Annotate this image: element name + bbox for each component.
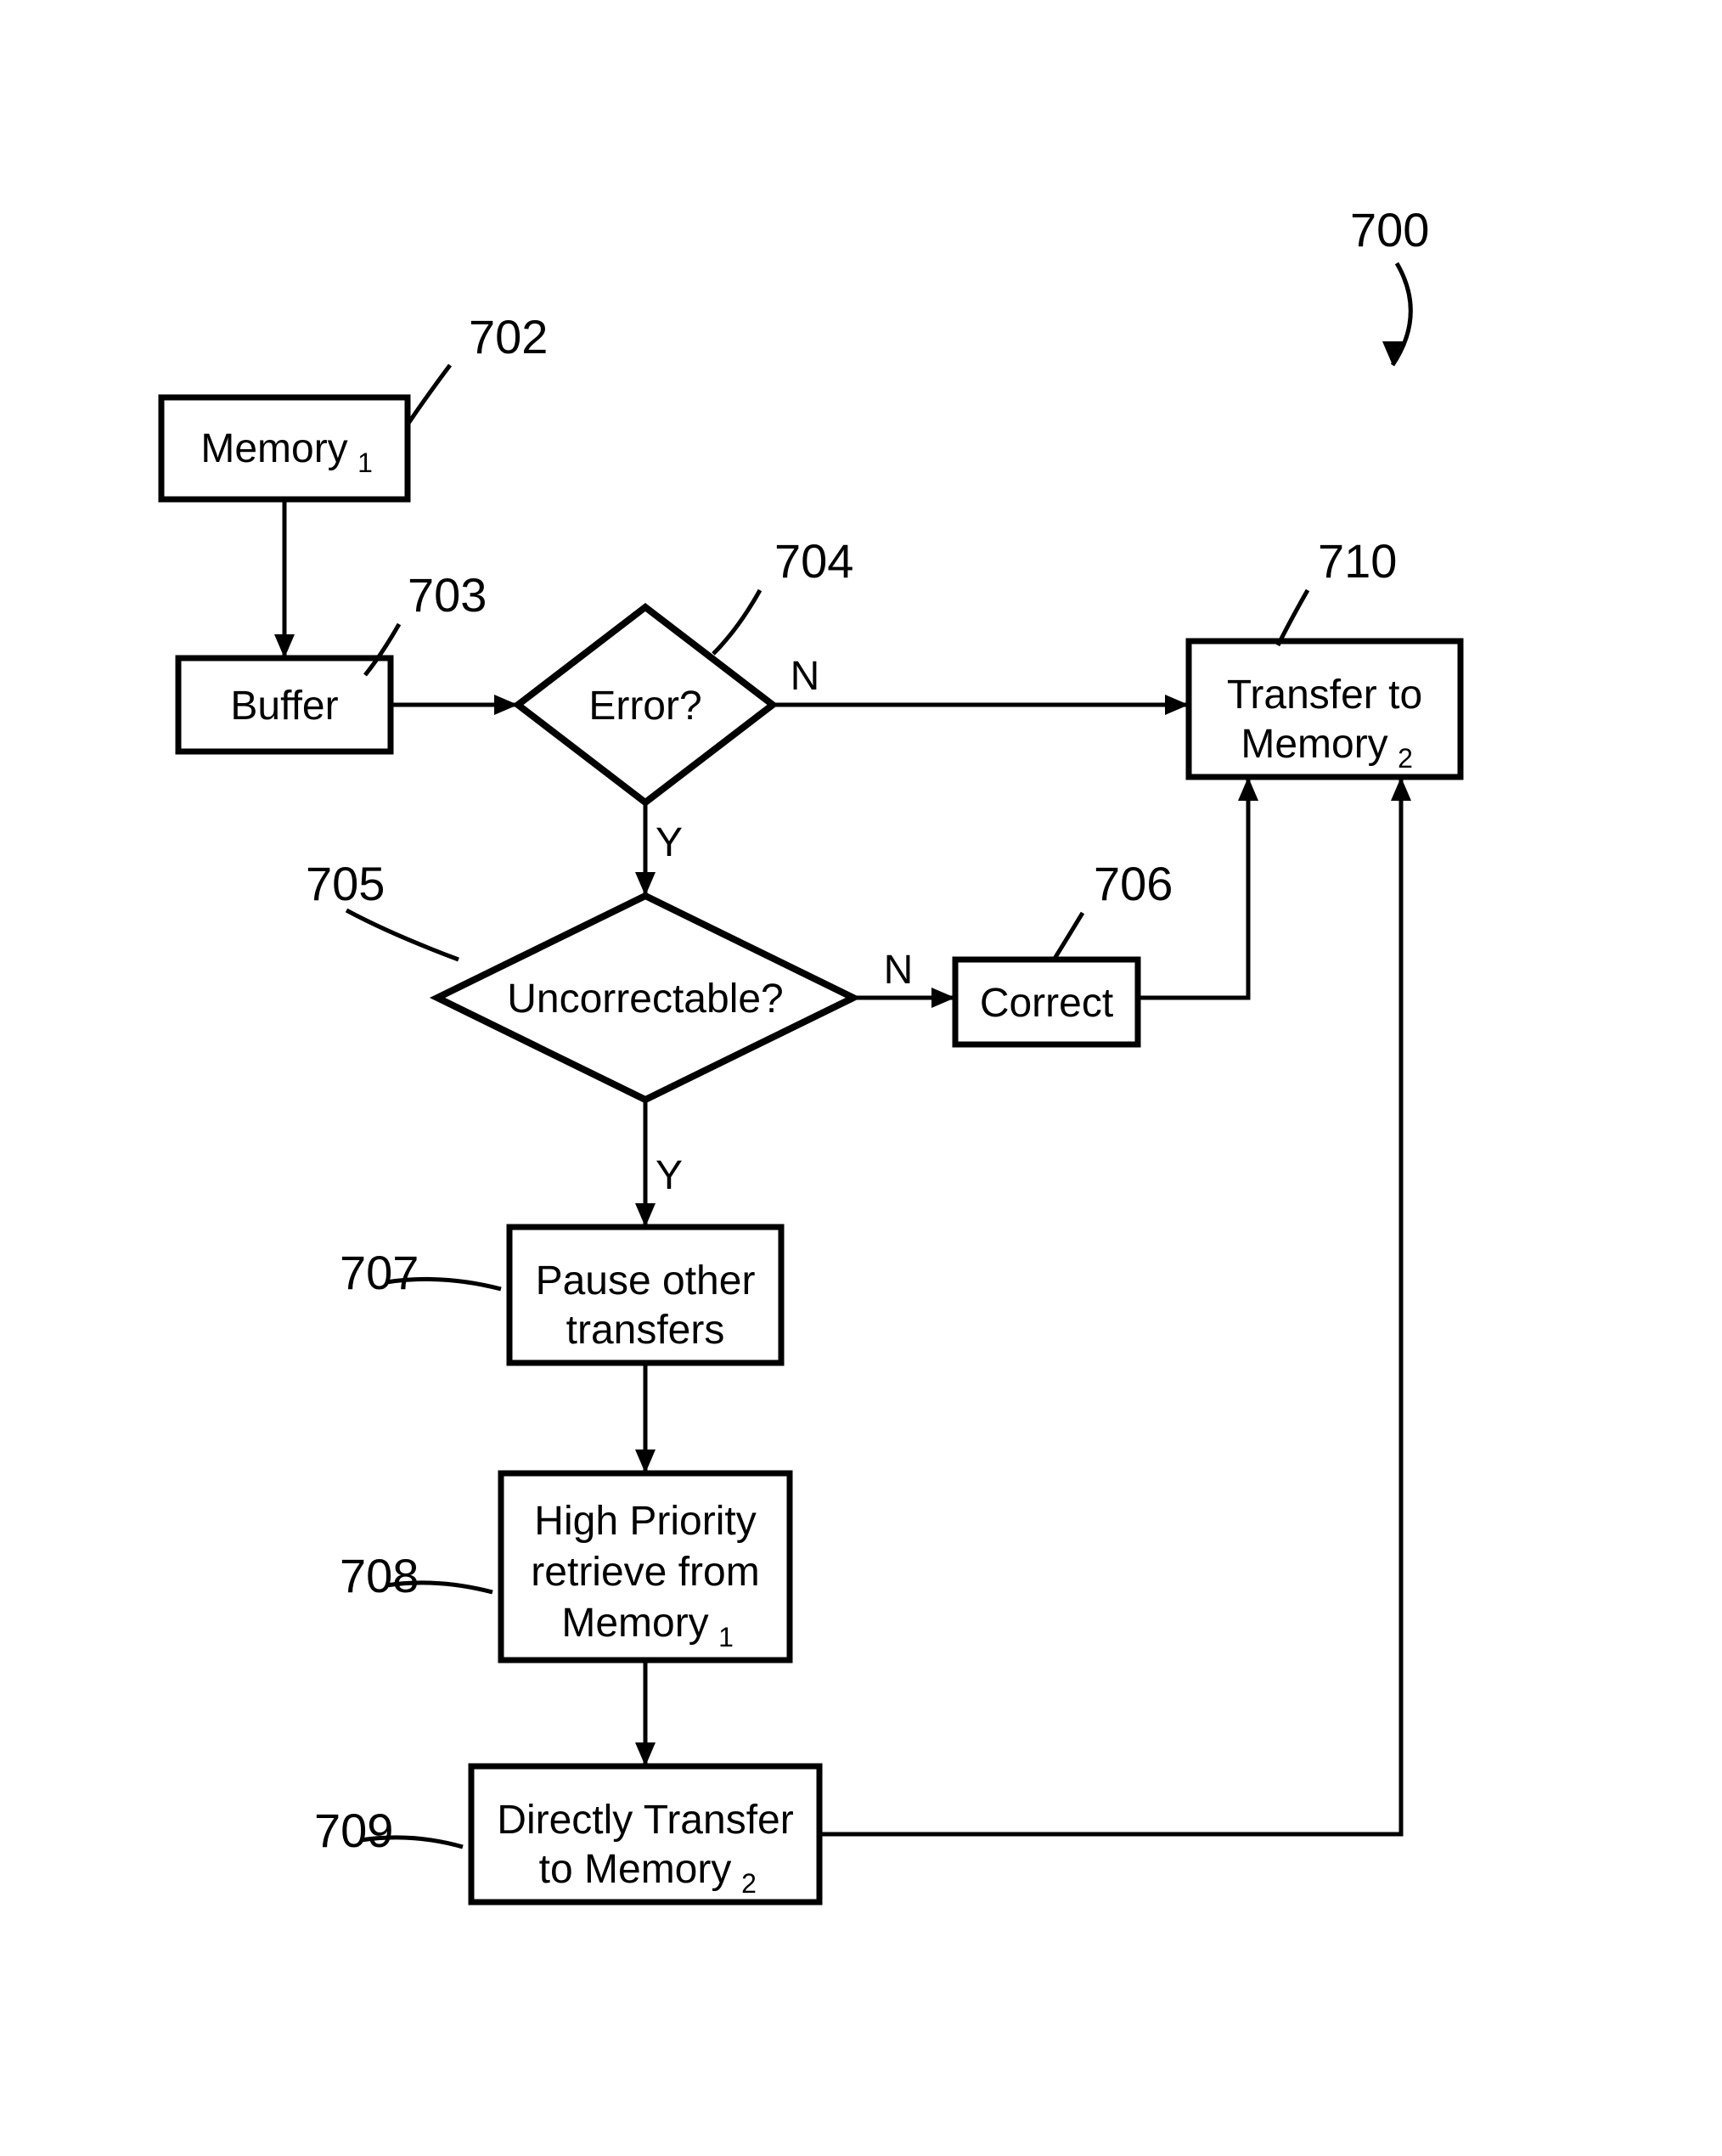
node-pause-label: transfers	[566, 1308, 725, 1353]
arrow-head-icon	[931, 988, 955, 1008]
edge-label-unc_N: N	[884, 948, 914, 993]
arrow-head-icon	[635, 1742, 656, 1766]
svg-text:1: 1	[357, 448, 373, 478]
node-correct-label: Correct	[980, 981, 1113, 1026]
node-direct-label: Directly Transfer	[497, 1798, 793, 1843]
ref-708: 708	[340, 1549, 419, 1602]
ref-tail-710	[1278, 590, 1308, 645]
arrow-head-icon	[1238, 777, 1258, 801]
node-memory1-label: Memory 1	[200, 426, 373, 478]
arrow-head-icon	[1165, 695, 1189, 715]
ref-tail-702	[408, 365, 450, 425]
edge-label-error_Y: Y	[656, 820, 683, 865]
node-retrieve-label: High Priority	[534, 1499, 756, 1544]
ref-tail-704	[713, 590, 760, 654]
node-buffer-label: Buffer	[230, 684, 338, 729]
ref-706: 706	[1094, 857, 1173, 910]
node-retrieve-label: Memory	[561, 1601, 708, 1646]
node-direct-label: to Memory	[539, 1847, 732, 1892]
arrow-head-icon	[635, 1450, 656, 1473]
ref-702: 702	[469, 310, 548, 363]
arrow-head-icon	[635, 872, 656, 896]
node-retrieve-label: retrieve from	[531, 1550, 759, 1595]
arrow-head-icon	[274, 634, 295, 658]
node-error-label: Error?	[588, 684, 701, 729]
arrow-head-icon	[635, 1203, 656, 1227]
edge-direct_up	[819, 777, 1401, 1834]
svg-text:Memory: Memory	[200, 426, 347, 471]
node-direct-label: 2	[741, 1868, 757, 1899]
figure-ref-700: 700	[1350, 203, 1429, 256]
node-transfer2-label: Transfer to	[1227, 673, 1422, 718]
edge-label-error_N: N	[791, 654, 820, 699]
ref-704: 704	[774, 534, 853, 588]
ref-tail-705	[346, 910, 459, 960]
edge-label-unc_Y: Y	[656, 1153, 683, 1198]
ref-709: 709	[314, 1804, 393, 1857]
ref-707: 707	[340, 1246, 419, 1299]
ref-703: 703	[408, 568, 487, 622]
node-transfer2-label: 2	[1398, 743, 1413, 774]
arrow-head-icon	[494, 695, 518, 715]
arrow-head-icon	[1391, 777, 1411, 801]
node-transfer2-label: Memory	[1241, 722, 1387, 767]
node-pause-label: Pause other	[536, 1258, 756, 1303]
ref-705: 705	[306, 857, 385, 910]
node-uncorrectable-label: Uncorrectable?	[507, 977, 784, 1022]
ref-tail-706	[1053, 913, 1083, 961]
ref-710: 710	[1318, 534, 1397, 588]
node-retrieve-label: 1	[718, 1622, 734, 1652]
